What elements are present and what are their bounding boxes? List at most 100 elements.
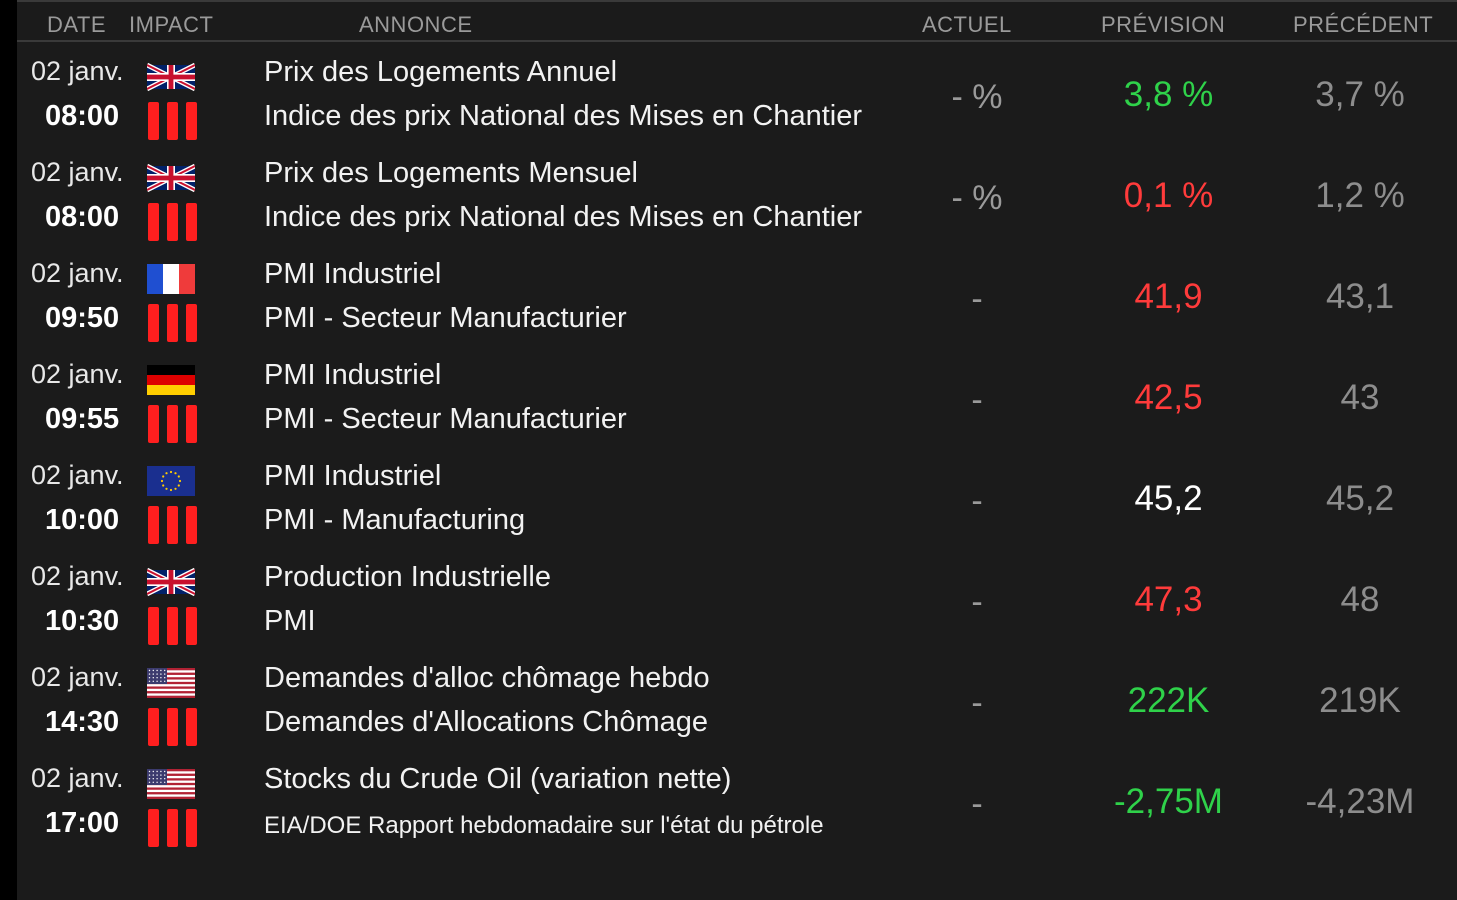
forecast-value: 222K: [1127, 681, 1210, 720]
header-precedent[interactable]: PRÉCÉDENT: [1293, 12, 1434, 37]
event-subtitle: PMI - Secteur Manufacturier: [264, 403, 627, 435]
event-time: 08:00: [45, 201, 120, 233]
previous-value: -4,23M: [1305, 782, 1415, 821]
us-flag-icon: [147, 769, 195, 799]
event-title: Production Industrielle: [264, 561, 551, 593]
event-title: PMI Industriel: [264, 359, 442, 391]
impact-bars-icon: [147, 506, 197, 544]
impact-bar: [167, 203, 178, 241]
previous-value: 48: [1340, 580, 1380, 619]
impact-bar: [148, 607, 159, 645]
event-time: 10:00: [45, 504, 120, 536]
impact-bar: [186, 607, 197, 645]
impact-bar: [167, 304, 178, 342]
event-date: 02 janv.: [31, 662, 124, 692]
event-date: 02 janv.: [31, 56, 124, 86]
forecast-value: 0,1 %: [1123, 176, 1214, 215]
event-row[interactable]: 02 janv. 09:55 PMI Industriel PMI - Secteur…: [17, 351, 1457, 452]
impact-bar: [148, 304, 159, 342]
impact-bar: [148, 708, 159, 746]
event-date: 02 janv.: [31, 157, 124, 187]
header-impact[interactable]: IMPACT: [129, 12, 214, 37]
actual-value: - %: [951, 179, 1003, 217]
impact-bar: [186, 506, 197, 544]
event-row[interactable]: 02 janv. 08:00 Prix des Logements Annuel In…: [17, 48, 1457, 149]
event-row[interactable]: 02 janv. 10:30 Production Industrielle PMI -…: [17, 553, 1457, 654]
event-time: 08:00: [45, 100, 120, 132]
event-subtitle: Indice des prix National des Mises en Ch…: [264, 100, 863, 132]
gb-flag-icon: [147, 567, 195, 597]
table-header: DATE IMPACT ANNONCE ACTUEL PRÉVISION PRÉ…: [17, 0, 1457, 42]
impact-bar: [186, 102, 197, 140]
actual-value: -: [971, 482, 983, 520]
event-row[interactable]: 02 janv. 10:00 PMI Industriel PMI - Manufac…: [17, 452, 1457, 553]
header-date[interactable]: DATE: [47, 12, 107, 37]
event-title: PMI Industriel: [264, 258, 442, 290]
event-subtitle: Indice des prix National des Mises en Ch…: [264, 201, 863, 233]
event-row[interactable]: 02 janv. 08:00 Prix des Logements Mensuel I…: [17, 149, 1457, 250]
event-subtitle: EIA/DOE Rapport hebdomadaire sur l'état …: [264, 812, 824, 839]
impact-bars-icon: [147, 405, 197, 443]
forecast-value: 3,8 %: [1123, 75, 1214, 114]
impact-bar: [186, 809, 197, 847]
event-date: 02 janv.: [31, 359, 124, 389]
impact-bar: [167, 506, 178, 544]
event-time: 10:30: [45, 605, 120, 637]
previous-value: 1,2 %: [1315, 176, 1405, 215]
event-subtitle: Demandes d'Allocations Chômage: [264, 706, 709, 738]
impact-bar: [148, 405, 159, 443]
actual-value: - %: [951, 78, 1003, 116]
event-row[interactable]: 02 janv. 09:50 PMI Industriel PMI - Secteur…: [17, 250, 1457, 351]
forecast-value: 47,3: [1134, 580, 1203, 619]
gb-flag-icon: [147, 163, 195, 193]
impact-bar: [186, 203, 197, 241]
event-title: PMI Industriel: [264, 460, 442, 492]
event-subtitle: PMI: [264, 605, 316, 637]
event-time: 14:30: [45, 706, 120, 738]
header-prevision[interactable]: PRÉVISION: [1101, 12, 1226, 37]
event-time: 09:55: [45, 403, 120, 435]
forecast-value: -2,75M: [1114, 782, 1223, 821]
impact-bar: [186, 708, 197, 746]
actual-value: -: [971, 684, 983, 722]
event-title: Prix des Logements Annuel: [264, 56, 618, 88]
impact-bar: [167, 809, 178, 847]
impact-bar: [167, 405, 178, 443]
eu-flag-icon: [147, 466, 195, 496]
forecast-value: 45,2: [1134, 479, 1203, 518]
previous-value: 3,7 %: [1315, 75, 1405, 114]
header-actuel[interactable]: ACTUEL: [922, 12, 1012, 37]
us-flag-icon: [147, 668, 195, 698]
impact-bars-icon: [147, 304, 197, 342]
event-row[interactable]: 02 janv. 14:30 Demandes d'alloc chômage he…: [17, 654, 1457, 755]
impact-bar: [148, 203, 159, 241]
actual-value: -: [971, 381, 983, 419]
previous-value: 219K: [1319, 681, 1401, 720]
previous-value: 43: [1340, 378, 1380, 417]
actual-value: -: [971, 280, 983, 318]
impact-bar: [148, 506, 159, 544]
previous-value: 43,1: [1325, 277, 1395, 316]
actual-value: -: [971, 785, 983, 823]
de-flag-icon: [147, 365, 195, 395]
event-date: 02 janv.: [31, 258, 124, 288]
impact-bar: [148, 102, 159, 140]
gb-flag-icon: [147, 62, 195, 92]
previous-value: 45,2: [1325, 479, 1395, 518]
forecast-value: 42,5: [1134, 378, 1203, 417]
economic-calendar-panel: DATE IMPACT ANNONCE ACTUEL PRÉVISION PRÉ…: [17, 0, 1457, 900]
event-subtitle: PMI - Manufacturing: [264, 504, 526, 536]
impact-bars-icon: [147, 607, 197, 645]
impact-bars-icon: [147, 809, 197, 847]
impact-bar: [167, 607, 178, 645]
event-time: 17:00: [45, 807, 120, 839]
impact-bar: [167, 102, 178, 140]
event-title: Prix des Logements Mensuel: [264, 157, 638, 189]
impact-bars-icon: [147, 102, 197, 140]
actual-value: -: [971, 583, 983, 621]
event-row[interactable]: 02 janv. 17:00 Stocks du Crude Oil (variat…: [17, 755, 1457, 856]
impact-bars-icon: [147, 708, 197, 746]
impact-bar: [167, 708, 178, 746]
event-date: 02 janv.: [31, 561, 124, 591]
header-annonce[interactable]: ANNONCE: [359, 12, 473, 37]
